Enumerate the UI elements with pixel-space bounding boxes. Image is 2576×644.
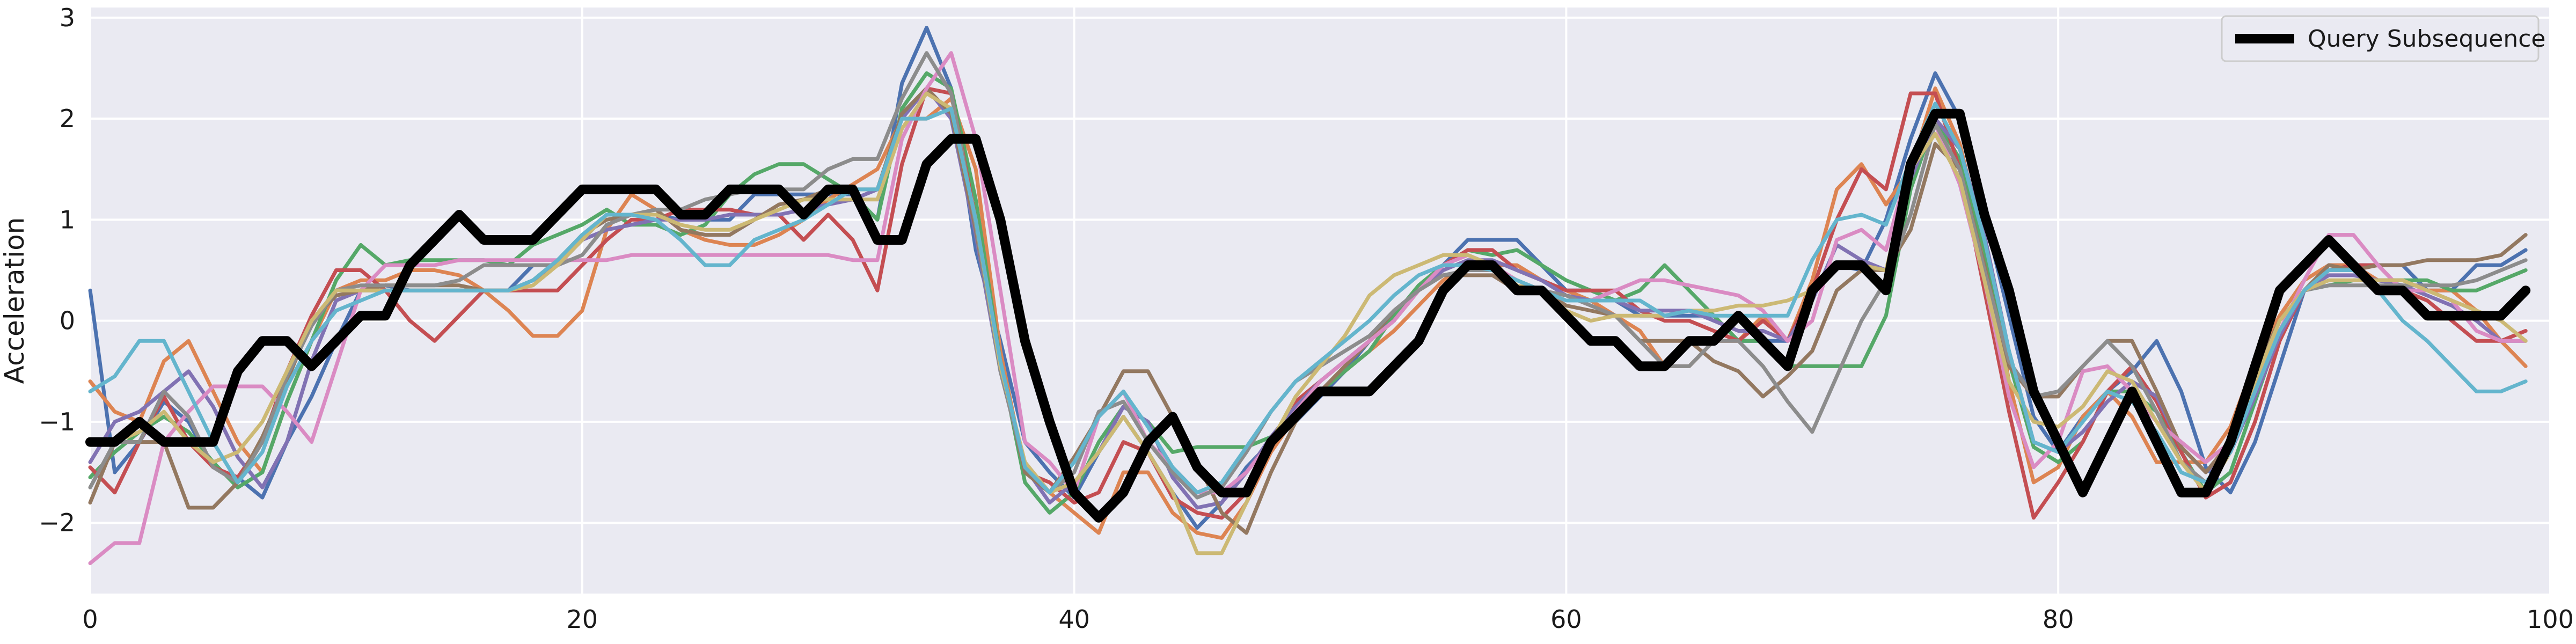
plot-area <box>90 8 2550 594</box>
x-tick-label: 60 <box>1550 605 1582 634</box>
series-line-10 <box>88 101 2528 495</box>
x-tick-label: 20 <box>567 605 598 634</box>
x-tick-label: 40 <box>1058 605 1090 634</box>
x-tick-label: 0 <box>82 605 98 634</box>
series-line-8 <box>88 51 2528 500</box>
grid-lines <box>89 8 2551 594</box>
series-line-7 <box>88 51 2528 565</box>
query-layer <box>85 108 2531 523</box>
query-subsequence-line <box>85 108 2531 523</box>
y-tick-label: 1 <box>60 205 75 234</box>
y-tick-label: 3 <box>60 3 75 32</box>
tick-labels: 0 20 40 60 80 100 −2 −1 0 1 2 3 <box>39 3 2574 634</box>
y-tick-label: 0 <box>60 306 75 335</box>
y-tick-label: 2 <box>60 104 75 133</box>
legend-box <box>2221 15 2540 62</box>
x-tick-label: 100 <box>2527 605 2574 634</box>
y-tick-label: −2 <box>39 508 75 537</box>
x-tick-label: 80 <box>2043 605 2074 634</box>
legend-entry-query-subsequence: Query Subsequence <box>2308 25 2545 53</box>
y-tick-label: −1 <box>39 407 75 436</box>
y-axis-label: Acceleration <box>0 217 30 384</box>
legend[interactable]: Query Subsequence <box>2221 15 2545 62</box>
